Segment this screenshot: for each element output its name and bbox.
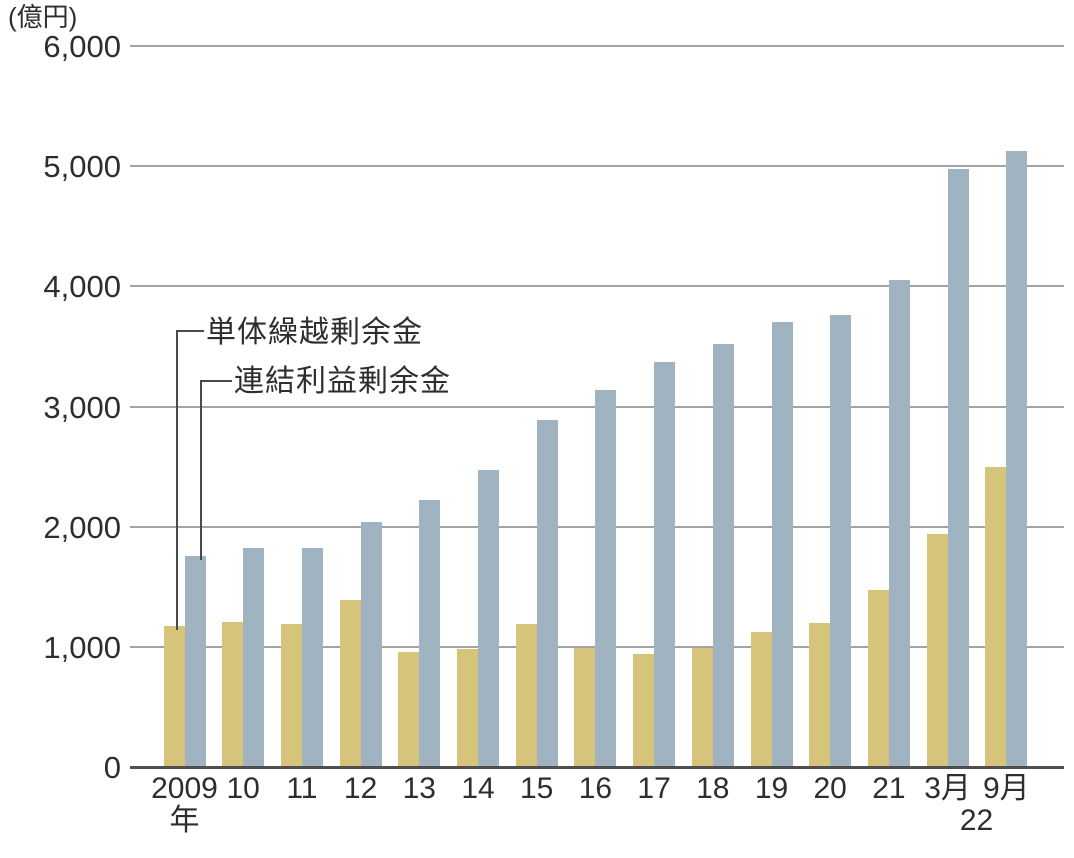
x-tick-label: 18 xyxy=(696,772,730,805)
y-tick-label: 2,000 xyxy=(43,509,121,545)
bar-standalone-carried-surplus xyxy=(339,599,361,767)
bar-consolidated-retained-earnings xyxy=(888,280,910,767)
y-tick-label: 1,000 xyxy=(43,629,121,665)
bar-standalone-carried-surplus xyxy=(867,590,889,767)
bar-standalone-carried-surplus xyxy=(750,632,772,767)
x-tick-label: 20 xyxy=(813,772,847,805)
bar-standalone-carried-surplus xyxy=(457,649,478,767)
bar-consolidated-retained-earnings xyxy=(360,521,382,767)
x-tick-label: 13 xyxy=(402,772,436,805)
x-tick-label: 10 xyxy=(226,772,260,805)
bar-consolidated-retained-earnings xyxy=(419,500,441,767)
bar-standalone-carried-surplus xyxy=(633,654,655,767)
series2-callout-line-vertical xyxy=(200,380,202,560)
gridline xyxy=(130,165,1064,168)
y-tick-label: 3,000 xyxy=(43,389,121,425)
x-axis-line xyxy=(130,765,1064,769)
bar-standalone-carried-surplus xyxy=(398,651,420,767)
x-tick-label: 9月 xyxy=(982,772,1030,805)
bar-consolidated-retained-earnings xyxy=(184,555,206,767)
x-tick-label: 17 xyxy=(637,772,671,805)
y-tick-label: 5,000 xyxy=(43,149,121,185)
x-tick-label: 11 xyxy=(286,772,318,805)
gridline xyxy=(130,285,1064,288)
bar-consolidated-retained-earnings xyxy=(536,419,558,767)
x-tick-label: 14 xyxy=(461,772,495,805)
legend-label-standalone-carried-surplus: 単体繰越剰余金 xyxy=(206,316,423,349)
x-tick-label: 21 xyxy=(872,772,906,805)
bar-consolidated-retained-earnings xyxy=(301,548,323,767)
bar-standalone-carried-surplus xyxy=(809,622,831,767)
bar-standalone-carried-surplus xyxy=(280,624,302,767)
x-axis-year-22-label: 22 xyxy=(959,804,994,837)
bar-standalone-carried-surplus xyxy=(222,621,244,767)
bar-consolidated-retained-earnings xyxy=(947,168,969,767)
y-tick-label: 4,000 xyxy=(43,269,121,305)
y-tick-label: 6,000 xyxy=(43,29,121,64)
bar-consolidated-retained-earnings xyxy=(712,344,734,767)
x-tick-label: 19 xyxy=(754,772,789,805)
x-tick-label: 12 xyxy=(343,772,378,805)
bar-consolidated-retained-earnings xyxy=(830,315,852,767)
bar-consolidated-retained-earnings xyxy=(771,322,793,767)
bar-standalone-carried-surplus xyxy=(985,466,1007,767)
bar-standalone-carried-surplus xyxy=(163,626,185,767)
bar-consolidated-retained-earnings xyxy=(654,362,676,767)
bar-standalone-carried-surplus xyxy=(515,624,537,767)
bar-standalone-carried-surplus xyxy=(574,648,596,767)
x-tick-label: 3月 xyxy=(924,772,971,805)
x-axis-year-suffix-label: 年 xyxy=(169,804,200,837)
bar-consolidated-retained-earnings xyxy=(243,548,265,767)
gridline xyxy=(130,45,1064,47)
bar-consolidated-retained-earnings xyxy=(478,470,499,767)
x-tick-label: 16 xyxy=(578,772,613,805)
y-axis-unit-label: (億円) xyxy=(8,2,78,32)
bar-consolidated-retained-earnings xyxy=(1006,150,1028,767)
bar-standalone-carried-surplus xyxy=(691,648,713,767)
series1-callout-line-vertical xyxy=(176,330,178,630)
legend-label-consolidated-retained-earnings: 連結利益剰余金 xyxy=(234,365,451,398)
series1-callout-line-horizontal xyxy=(176,330,204,332)
series2-callout-line-horizontal xyxy=(200,380,232,382)
x-tick-label: 2009 xyxy=(151,772,218,805)
y-tick-label: 0 xyxy=(103,750,121,785)
x-tick-label: 15 xyxy=(520,772,554,805)
bar-standalone-carried-surplus xyxy=(926,533,948,767)
bar-consolidated-retained-earnings xyxy=(595,389,617,767)
